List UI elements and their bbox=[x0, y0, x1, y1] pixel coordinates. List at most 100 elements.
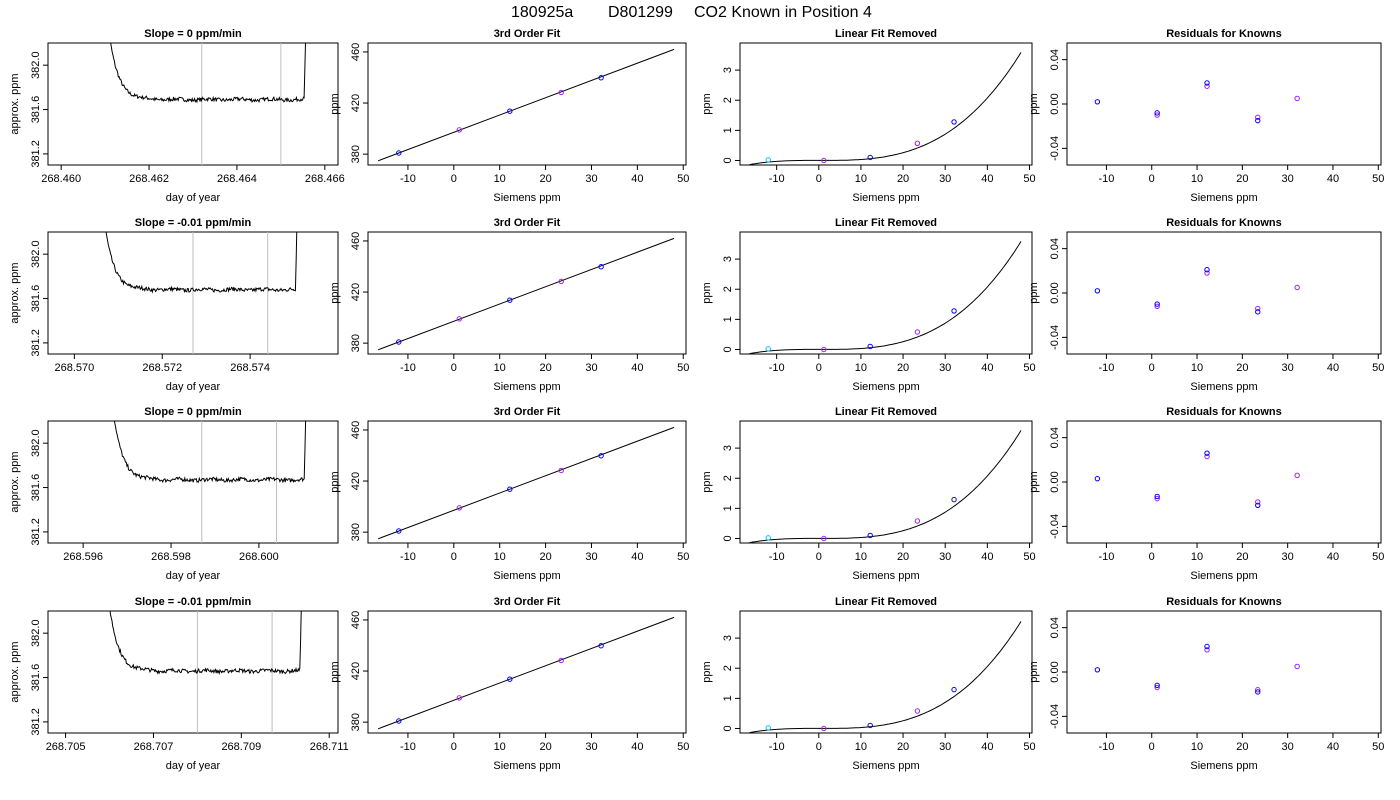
plot-area bbox=[749, 430, 1022, 543]
y-tick-label: 0.00 bbox=[1049, 282, 1061, 303]
concentration-trace bbox=[113, 421, 307, 484]
data-point bbox=[1094, 475, 1101, 482]
plot-frame bbox=[47, 42, 339, 166]
x-tick-label: 40 bbox=[1327, 741, 1339, 753]
plot-frame bbox=[367, 42, 687, 166]
x-tick-label: 30 bbox=[585, 551, 597, 563]
panel-title: Linear Fit Removed bbox=[835, 217, 937, 229]
data-point bbox=[951, 686, 957, 693]
data-point bbox=[507, 486, 513, 492]
plot-frame bbox=[367, 610, 687, 734]
y-tick-label: 420 bbox=[350, 94, 362, 112]
x-tick-label: 30 bbox=[939, 173, 951, 185]
residual-curve bbox=[749, 52, 1022, 165]
y-axis-label: ppm bbox=[1028, 282, 1040, 303]
x-tick-label: 10 bbox=[1191, 741, 1203, 753]
data-point bbox=[914, 518, 921, 524]
data-point bbox=[1204, 80, 1210, 86]
plot-frame bbox=[47, 420, 339, 544]
y-axis-label: ppm bbox=[329, 282, 341, 303]
plot-area bbox=[1094, 643, 1300, 695]
panel-title: 3rd Order Fit bbox=[494, 28, 561, 40]
y-tick-label: 420 bbox=[350, 283, 362, 301]
plot-frame bbox=[739, 231, 1033, 355]
y-tick-label: -0.04 bbox=[1049, 704, 1061, 729]
x-tick-label: 0 bbox=[451, 173, 457, 185]
x-tick-label: -10 bbox=[400, 173, 416, 185]
y-tick-label: 0.04 bbox=[1049, 49, 1061, 70]
y-tick-label: 381.6 bbox=[30, 96, 42, 124]
x-tick-label: 268.711 bbox=[310, 741, 349, 753]
x-tick-label: 268.462 bbox=[129, 173, 169, 185]
x-tick-label: 30 bbox=[1282, 741, 1294, 753]
x-tick-label: 268.466 bbox=[305, 173, 345, 185]
y-tick-label: 0 bbox=[722, 535, 734, 541]
residual-curve bbox=[749, 430, 1022, 543]
x-tick-label: 0 bbox=[816, 741, 822, 753]
data-point bbox=[821, 346, 827, 353]
y-tick-label: 380 bbox=[350, 713, 362, 731]
plot-area bbox=[377, 48, 675, 162]
x-tick-label: -10 bbox=[769, 173, 785, 185]
data-point bbox=[765, 157, 771, 163]
x-tick-label: 20 bbox=[1236, 362, 1248, 374]
x-tick-label: 10 bbox=[494, 551, 506, 563]
data-point bbox=[598, 264, 604, 270]
x-tick-label: -10 bbox=[400, 741, 416, 753]
x-tick-label: 268.709 bbox=[221, 741, 261, 753]
x-tick-label: 268.705 bbox=[46, 741, 86, 753]
data-point bbox=[1204, 83, 1210, 89]
data-point bbox=[598, 643, 604, 649]
data-point bbox=[456, 505, 463, 511]
data-point bbox=[867, 343, 873, 350]
x-axis-label: Siemens ppm bbox=[852, 381, 919, 393]
x-tick-label: 268.707 bbox=[134, 741, 174, 753]
x-tick-label: 10 bbox=[855, 551, 867, 563]
y-axis-label: ppm bbox=[1028, 471, 1040, 492]
x-tick-label: 30 bbox=[939, 551, 951, 563]
x-axis-label: Siemens ppm bbox=[852, 192, 919, 204]
panel-r1-c1: 3rd Order Fit -10 0 10 20 30 40 50 380 420 460 Siem… bbox=[329, 217, 689, 393]
panel-r3-c3: Residuals for Knowns -10 0 10 20 30 40 50 -0.04 0… bbox=[1028, 596, 1384, 772]
data-point bbox=[1294, 284, 1300, 291]
y-axis-label: ppm bbox=[701, 661, 713, 682]
concentration-trace bbox=[109, 611, 302, 676]
panel-r0-c3: Residuals for Knowns -10 0 10 20 30 40 50 -0.04 0… bbox=[1028, 28, 1384, 204]
data-point bbox=[558, 89, 564, 96]
panel-title: Residuals for Knowns bbox=[1166, 28, 1282, 40]
x-tick-label: 10 bbox=[494, 173, 506, 185]
y-tick-label: 2 bbox=[722, 97, 734, 103]
panel-r1-c0: Slope = -0.01 ppm/min 268.570 268.572 268.5… bbox=[9, 217, 339, 393]
data-point bbox=[396, 150, 402, 156]
x-tick-label: 0 bbox=[816, 173, 822, 185]
x-tick-label: 30 bbox=[585, 362, 597, 374]
panel-title: Slope = 0 ppm/min bbox=[144, 406, 242, 418]
plot-frame bbox=[1066, 42, 1382, 166]
x-tick-label: -10 bbox=[1098, 741, 1114, 753]
x-tick-label: 40 bbox=[631, 551, 643, 563]
data-point bbox=[867, 722, 873, 729]
x-tick-label: 50 bbox=[677, 173, 689, 185]
y-axis-label: ppm bbox=[329, 661, 341, 682]
y-tick-label: 381.6 bbox=[30, 474, 42, 502]
panel-title: Slope = -0.01 ppm/min bbox=[135, 596, 252, 608]
y-tick-label: 0 bbox=[722, 346, 734, 352]
x-tick-label: 40 bbox=[631, 362, 643, 374]
x-tick-label: 0 bbox=[1149, 741, 1155, 753]
x-tick-label: 0 bbox=[1149, 173, 1155, 185]
x-axis-label: Siemens ppm bbox=[1190, 760, 1257, 772]
x-axis-label: Siemens ppm bbox=[493, 570, 560, 582]
x-tick-label: 20 bbox=[1236, 741, 1248, 753]
y-tick-label: 3 bbox=[722, 445, 734, 451]
y-tick-label: 381.2 bbox=[30, 518, 42, 546]
x-tick-label: 20 bbox=[539, 741, 551, 753]
y-tick-label: 0.04 bbox=[1049, 617, 1061, 638]
x-tick-label: 40 bbox=[981, 551, 993, 563]
x-tick-label: 50 bbox=[677, 741, 689, 753]
data-point bbox=[1204, 270, 1210, 276]
x-tick-label: 50 bbox=[1372, 173, 1384, 185]
plot-area bbox=[1094, 450, 1300, 508]
y-axis-label: ppm bbox=[1028, 661, 1040, 682]
fit-line bbox=[377, 616, 675, 730]
figure-run-id: 180925a bbox=[511, 4, 573, 21]
